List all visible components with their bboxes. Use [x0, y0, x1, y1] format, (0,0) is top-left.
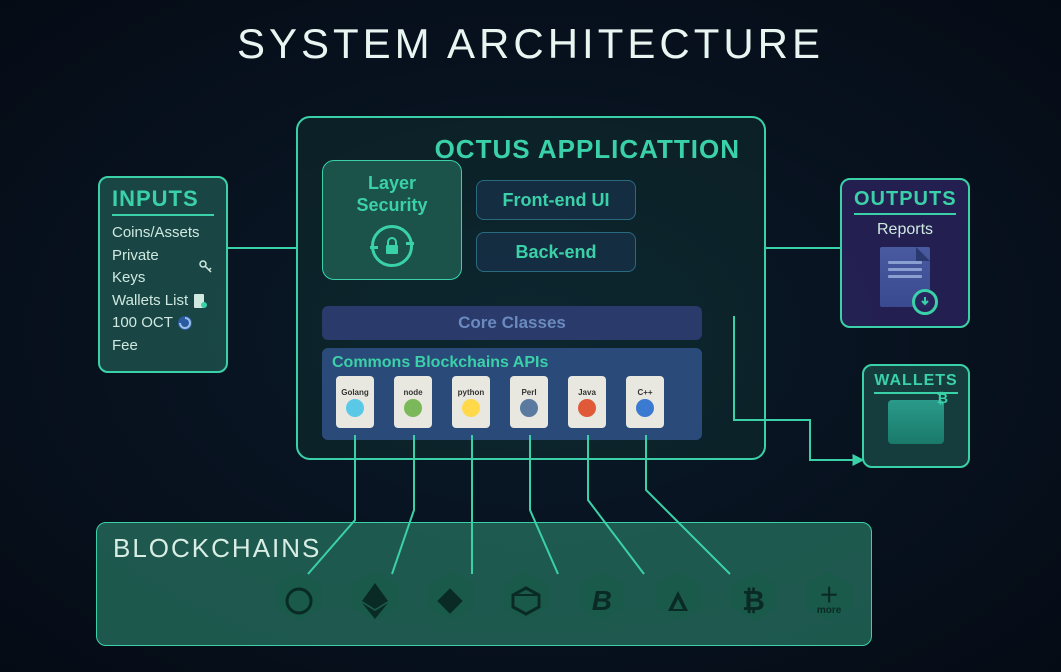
- api-name: Java: [578, 388, 596, 397]
- layer-security-box: LayerSecurity: [322, 160, 462, 280]
- bc-glyph: B: [592, 585, 612, 617]
- api-dot: [404, 399, 422, 417]
- api-name: Perl: [521, 388, 536, 397]
- api-name: Golang: [341, 388, 369, 397]
- outputs-label: Reports: [877, 221, 933, 239]
- key-icon: [198, 259, 214, 275]
- api-dot: [520, 399, 538, 417]
- bc-hex-ark: [652, 570, 704, 632]
- input-label: Wallets List: [112, 290, 188, 313]
- api-name: C++: [637, 388, 652, 397]
- wallet-icon: [888, 400, 944, 444]
- inputs-header: INPUTS: [112, 186, 214, 216]
- layer-security-label: LayerSecurity: [356, 173, 427, 216]
- page-title: SYSTEM ARCHITECTURE: [0, 20, 1061, 68]
- report-doc-icon: [880, 247, 930, 307]
- input-item: 100 OCT: [112, 312, 214, 335]
- bc-glyph: ₿: [742, 585, 765, 617]
- api-name: node: [403, 388, 422, 397]
- core-classes-box: Core Classes: [322, 306, 702, 340]
- api-dot: [636, 399, 654, 417]
- frontend-box: Front-end UI: [476, 180, 636, 220]
- api-dot: [578, 399, 596, 417]
- blockchains-header: BLOCKCHAINS: [113, 533, 855, 564]
- api-chip-perl: Perl: [510, 376, 548, 428]
- blockchains-panel: BLOCKCHAINS B ₿: [96, 522, 872, 646]
- bc-hex-waves: [425, 570, 477, 632]
- backend-box: Back-end: [476, 232, 636, 272]
- bc-hex-neo: [500, 570, 552, 632]
- api-chip-cpp: C++: [626, 376, 664, 428]
- api-chip-golang: Golang: [336, 376, 374, 428]
- wallets-panel: WALLETS: [862, 364, 970, 468]
- blockchain-row: B ₿ ＋more: [113, 570, 855, 632]
- input-item: Fee: [112, 335, 214, 358]
- api-chip-java: Java: [568, 376, 606, 428]
- bc-more-label: ＋more: [817, 586, 841, 616]
- api-name: python: [458, 388, 485, 397]
- apis-box: Commons Blockchains APIs Golang node pyt…: [322, 348, 702, 440]
- input-label: Fee: [112, 335, 138, 358]
- bc-hex-burst: B: [576, 570, 628, 632]
- api-row: Golang node python Perl Java C++: [332, 376, 692, 428]
- api-dot: [462, 399, 480, 417]
- input-label: Coins/Assets: [112, 222, 200, 245]
- outputs-panel: OUTPUTS Reports: [840, 178, 970, 328]
- inputs-panel: INPUTS Coins/Assets Private Keys Wallets…: [98, 176, 228, 373]
- input-label: Private Keys: [112, 245, 194, 290]
- apis-label: Commons Blockchains APIs: [332, 354, 692, 372]
- doc-icon: [192, 293, 208, 309]
- bc-hex-nem: [273, 570, 325, 632]
- swirl-icon: [177, 315, 193, 331]
- input-item: Private Keys: [112, 245, 214, 290]
- input-item: Coins/Assets: [112, 222, 214, 245]
- octus-application-box: OCTUS APPLICATTION LayerSecurity Front-e…: [296, 116, 766, 460]
- download-icon: [912, 289, 938, 315]
- bc-hex-bitcoin: ₿: [728, 570, 780, 632]
- bc-hex-more: ＋more: [803, 570, 855, 632]
- input-label: 100 OCT: [112, 312, 173, 335]
- bc-hex-ethereum: [349, 570, 401, 632]
- api-chip-python: python: [452, 376, 490, 428]
- lock-icon: [371, 225, 413, 267]
- api-chip-node: node: [394, 376, 432, 428]
- app-title: OCTUS APPLICATTION: [435, 134, 740, 165]
- outputs-header: OUTPUTS: [854, 188, 956, 215]
- api-dot: [346, 399, 364, 417]
- input-item: Wallets List: [112, 290, 214, 313]
